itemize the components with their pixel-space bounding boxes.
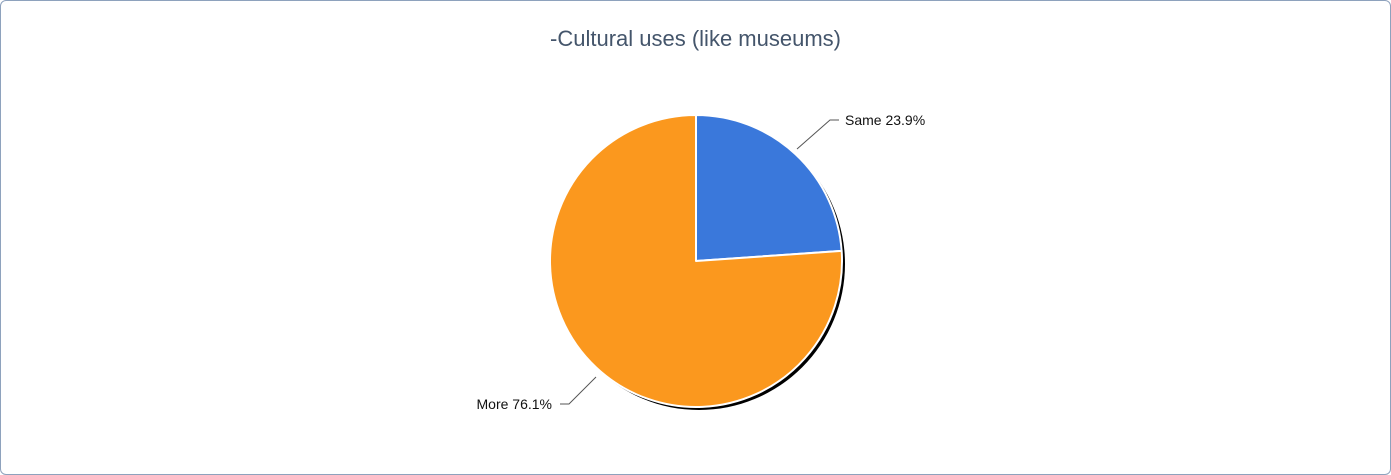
pie-labels: Same 23.9% More 76.1%: [477, 112, 926, 412]
slice-label-same: Same 23.9%: [845, 112, 925, 128]
leader-line-more: [560, 376, 597, 405]
pie-slices: [549, 114, 843, 408]
pie-slice-more: [549, 114, 843, 408]
pie-slice-same: [695, 114, 843, 262]
slice-label-more: More 76.1%: [477, 396, 552, 412]
chart-title: -Cultural uses (like museums): [550, 26, 841, 51]
leader-line-same: [796, 119, 839, 150]
